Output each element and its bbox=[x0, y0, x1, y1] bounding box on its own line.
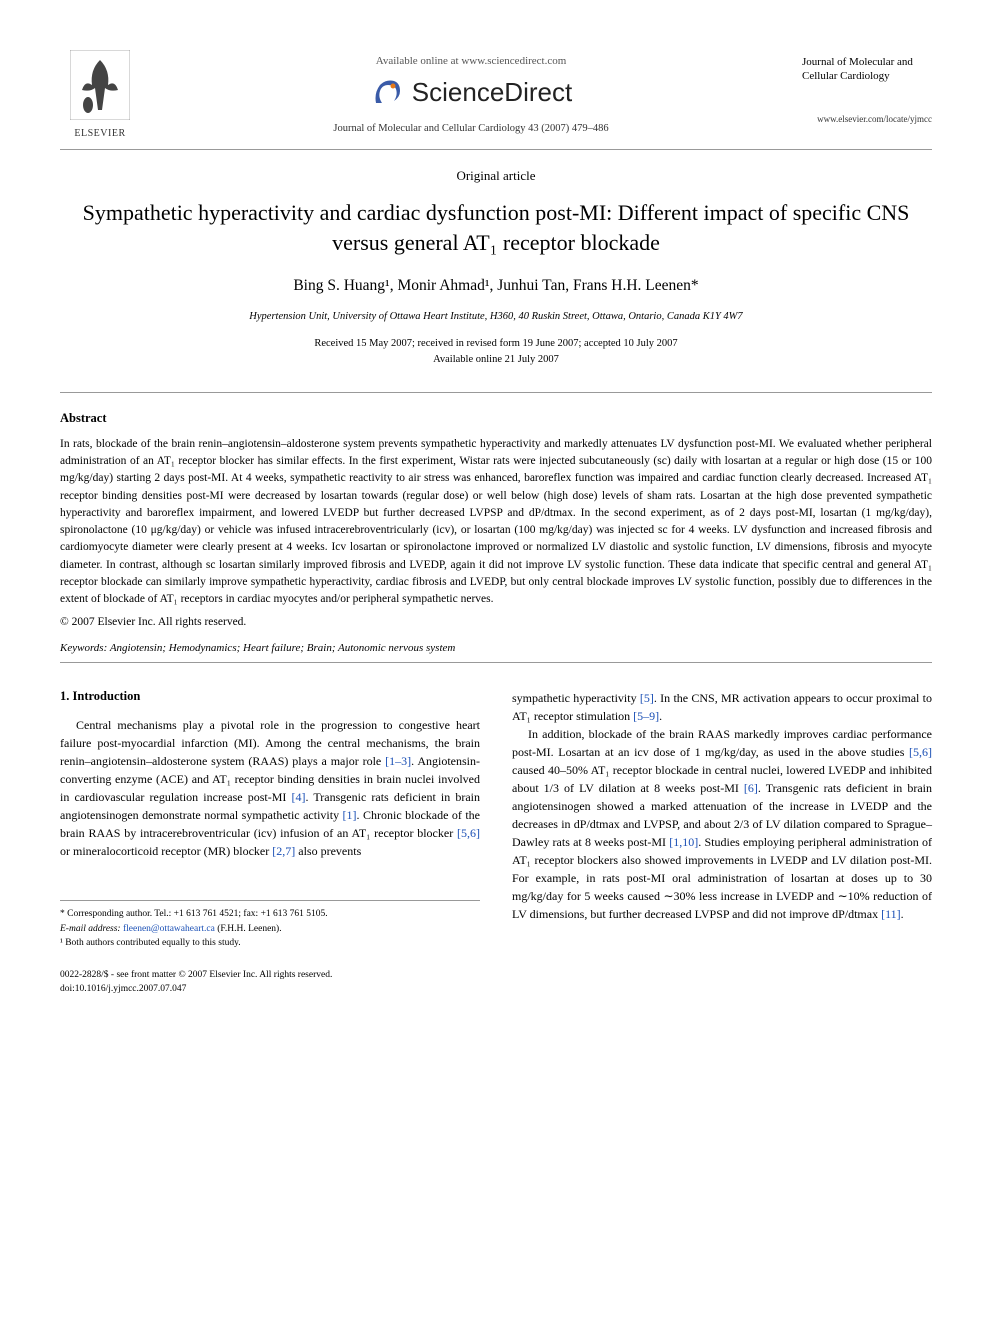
keywords-line: Keywords: Angiotensin; Hemodynamics; Hea… bbox=[60, 642, 932, 654]
affiliation: Hypertension Unit, University of Ottawa … bbox=[60, 311, 932, 322]
cite-1-10[interactable]: [1,10] bbox=[669, 835, 698, 849]
article-type: Original article bbox=[60, 168, 932, 184]
cite-5-6b[interactable]: [5,6] bbox=[909, 745, 932, 759]
sciencedirect-logo: ScienceDirect bbox=[370, 75, 572, 109]
cite-1-3[interactable]: [1–3] bbox=[385, 754, 411, 768]
email-line: E-mail address: fleenen@ottawaheart.ca (… bbox=[60, 922, 480, 936]
keywords-text: Angiotensin; Hemodynamics; Heart failure… bbox=[107, 642, 455, 654]
footer-block: 0022-2828/$ - see front matter © 2007 El… bbox=[60, 968, 480, 997]
article-title: Sympathetic hyperactivity and cardiac dy… bbox=[60, 198, 932, 257]
doi-line: doi:10.1016/j.yjmcc.2007.07.047 bbox=[60, 982, 480, 996]
keywords-label: Keywords: bbox=[60, 642, 107, 654]
elsevier-label: ELSEVIER bbox=[60, 128, 140, 139]
c2p1-a: sympathetic hyperactivity bbox=[512, 691, 640, 705]
email-label: E-mail address: bbox=[60, 924, 123, 934]
cite-1[interactable]: [1] bbox=[343, 808, 357, 822]
p1-f: also prevents bbox=[295, 844, 361, 858]
cite-5-9[interactable]: [5–9] bbox=[633, 709, 659, 723]
cite-4[interactable]: [4] bbox=[291, 790, 305, 804]
corresponding-author: * Corresponding author. Tel.: +1 613 761… bbox=[60, 907, 480, 921]
footnotes-block: * Corresponding author. Tel.: +1 613 761… bbox=[60, 900, 480, 950]
cite-2-7[interactable]: [2,7] bbox=[272, 844, 295, 858]
abstract-heading: Abstract bbox=[60, 411, 932, 426]
abstract-bottom-divider bbox=[60, 662, 932, 663]
introduction-heading: 1. Introduction bbox=[60, 689, 480, 704]
abstract-top-divider bbox=[60, 392, 932, 393]
email-address[interactable]: fleenen@ottawaheart.ca bbox=[123, 924, 215, 934]
email-suffix: (F.H.H. Leenen). bbox=[215, 924, 282, 934]
journal-citation: Journal of Molecular and Cellular Cardio… bbox=[140, 123, 802, 134]
equal-contribution: ¹ Both authors contributed equally to th… bbox=[60, 936, 480, 950]
abstract-copyright: © 2007 Elsevier Inc. All rights reserved… bbox=[60, 616, 932, 628]
c2p2-e: . bbox=[901, 907, 904, 921]
elsevier-tree-icon bbox=[70, 50, 130, 120]
header-row: ELSEVIER Available online at www.science… bbox=[60, 50, 932, 139]
left-column: 1. Introduction Central mechanisms play … bbox=[60, 689, 480, 996]
abstract-text: In rats, blockade of the brain renin–ang… bbox=[60, 436, 932, 609]
journal-url: www.elsevier.com/locate/yjmcc bbox=[802, 114, 932, 124]
available-online-text: Available online at www.sciencedirect.co… bbox=[140, 55, 802, 67]
c2p1-c: . bbox=[659, 709, 662, 723]
received-line: Received 15 May 2007; received in revise… bbox=[60, 336, 932, 352]
cite-11[interactable]: [11] bbox=[881, 907, 901, 921]
dates-block: Received 15 May 2007; received in revise… bbox=[60, 336, 932, 368]
sciencedirect-icon bbox=[370, 75, 404, 109]
cite-6[interactable]: [6] bbox=[744, 781, 758, 795]
journal-box-title: Journal of Molecular and Cellular Cardio… bbox=[802, 55, 932, 84]
col2-p2: In addition, blockade of the brain RAAS … bbox=[512, 725, 932, 923]
p1-e: or mineralocorticoid receptor (MR) block… bbox=[60, 844, 272, 858]
journal-box: Journal of Molecular and Cellular Cardio… bbox=[802, 50, 932, 124]
cite-5-6[interactable]: [5,6] bbox=[457, 826, 480, 840]
page-container: ELSEVIER Available online at www.science… bbox=[0, 0, 992, 1037]
sciencedirect-text: ScienceDirect bbox=[412, 77, 572, 108]
two-column-body: 1. Introduction Central mechanisms play … bbox=[60, 689, 932, 996]
authors: Bing S. Huang¹, Monir Ahmad¹, Junhui Tan… bbox=[60, 277, 932, 295]
elsevier-logo-block: ELSEVIER bbox=[60, 50, 140, 139]
center-header: Available online at www.sciencedirect.co… bbox=[140, 50, 802, 134]
cite-5[interactable]: [5] bbox=[640, 691, 654, 705]
c2p2-a: In addition, blockade of the brain RAAS … bbox=[512, 727, 932, 759]
right-column: sympathetic hyperactivity [5]. In the CN… bbox=[512, 689, 932, 996]
col2-p1: sympathetic hyperactivity [5]. In the CN… bbox=[512, 689, 932, 725]
available-line: Available online 21 July 2007 bbox=[60, 352, 932, 368]
intro-paragraph-1: Central mechanisms play a pivotal role i… bbox=[60, 716, 480, 860]
front-matter-line: 0022-2828/$ - see front matter © 2007 El… bbox=[60, 968, 480, 982]
header-divider bbox=[60, 149, 932, 150]
